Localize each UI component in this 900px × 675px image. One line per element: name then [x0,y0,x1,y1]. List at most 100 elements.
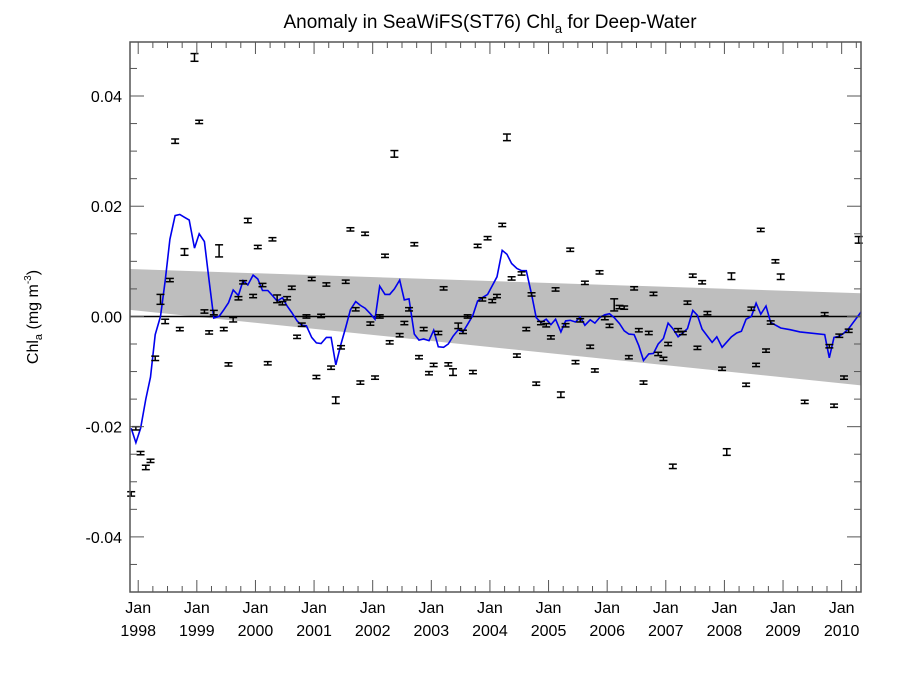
data-point [463,314,472,319]
data-points-layer [127,52,863,497]
data-point [688,273,697,279]
x-tick-label-year: 2002 [355,623,391,640]
y-tick-labels: 0.04 0.02 0.00 -0.02 -0.04 [86,89,123,547]
data-point [405,306,414,312]
data-point [381,253,389,259]
data-point [258,282,267,288]
data-point [693,345,702,351]
data-point [488,298,497,304]
y-tick-label: 0.00 [91,309,122,326]
plot-frame [129,41,862,593]
data-point [400,320,409,326]
data-point [268,236,277,242]
data-point [624,354,633,360]
confidence-band-layer [130,269,861,386]
x-tick-label-year: 2010 [824,623,860,640]
x-tick-label-year: 1999 [179,623,215,640]
data-point [190,52,199,63]
data-point [243,217,252,224]
data-point [175,326,184,332]
data-point [263,360,272,366]
x-tick-label-year: 2009 [765,623,801,640]
data-point [683,300,692,306]
data-point [165,277,174,283]
data-point [610,298,619,312]
data-point [356,380,365,385]
data-point [756,227,765,233]
data-point [415,354,423,360]
data-point [727,272,736,281]
data-point [297,322,306,328]
data-point [278,300,287,306]
x-tick-label-month: Jan [594,600,620,617]
data-point [492,293,501,299]
data-point [395,332,404,338]
data-point [722,447,731,457]
data-point [718,366,727,372]
y-tick-label: -0.02 [86,420,123,437]
data-point [522,326,531,332]
y-tick-label: -0.04 [86,530,123,547]
data-point [752,362,761,368]
data-point [507,276,516,281]
data-point [234,295,243,301]
data-point [742,382,751,388]
data-point [351,306,360,312]
data-point [830,403,839,409]
data-point [337,344,346,350]
data-point [424,370,433,376]
data-point [385,339,394,345]
data-point [444,361,453,367]
data-point [840,375,848,381]
data-point [458,329,467,335]
data-point [532,381,541,387]
x-tick-label-month: Jan [360,600,386,617]
data-point [283,295,292,301]
data-point [229,316,238,323]
x-tick-label-year: 2007 [648,623,684,640]
data-point [331,396,340,405]
data-point [205,330,214,335]
data-point [630,285,639,291]
x-tick-label-year: 1998 [120,623,156,640]
title-subscript: a [555,21,563,36]
data-point [253,244,262,250]
x-tick-label-month: Jan [125,600,151,617]
data-point [468,369,477,375]
data-point [762,348,771,354]
data-point [249,293,258,299]
data-point [346,226,355,232]
data-point [239,279,248,285]
data-point [127,490,136,497]
data-point [820,311,829,317]
x-tick-label-month: Jan [536,600,562,617]
data-point [590,368,599,373]
data-point [361,231,370,237]
data-point [620,305,629,311]
x-tick-label-month: Jan [184,600,210,617]
data-point [556,391,565,399]
y-tick-label: 0.04 [91,89,122,106]
data-point [747,306,756,312]
data-point [668,463,677,470]
data-point [835,333,844,339]
x-tick-label-year: 2008 [707,623,743,640]
data-point [776,273,785,281]
data-point [527,292,536,297]
axes [129,41,862,593]
data-point [390,149,399,158]
data-point [551,287,560,292]
chart-title: Anomaly in SeaWiFS(ST76) Chla for Deep-W… [283,12,697,36]
x-tick-label-year: 2006 [589,623,625,640]
confidence-band [130,269,861,386]
data-point [659,356,668,362]
data-point [703,310,712,316]
x-tick-label-month: Jan [770,600,796,617]
data-point [800,399,809,405]
y-axis-label: Chla (mg m-3) [23,270,45,364]
y-tick-label: 0.02 [91,199,122,216]
data-point [375,314,384,319]
data-point [542,322,551,328]
data-point [580,280,589,286]
x-tick-label-month: Jan [477,600,503,617]
